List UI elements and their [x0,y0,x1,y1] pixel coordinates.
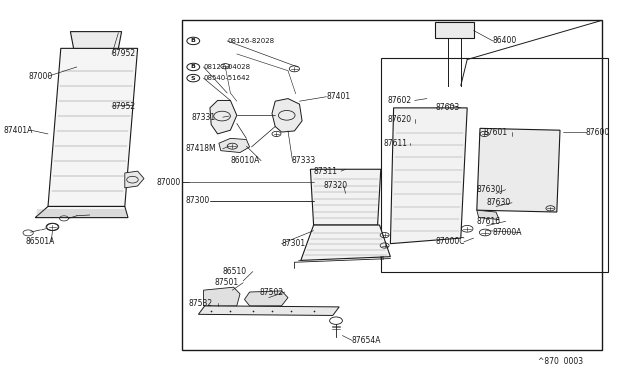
Text: 87630: 87630 [486,198,511,207]
Bar [381,58,608,272]
Polygon shape [204,287,240,306]
Text: 87333: 87333 [291,156,316,165]
Polygon shape [219,138,250,153]
Text: 87331: 87331 [192,113,216,122]
Text: 87602: 87602 [387,96,412,105]
Text: 87654A: 87654A [352,336,381,345]
Bar [182,20,602,350]
Text: 86010A: 86010A [230,156,260,165]
Text: 86510: 86510 [223,267,247,276]
Text: 87418M: 87418M [186,144,216,153]
Polygon shape [198,306,339,315]
Polygon shape [48,48,138,206]
Text: B: B [380,256,383,261]
Polygon shape [70,32,122,48]
Polygon shape [310,169,381,225]
Text: 87000A: 87000A [493,228,522,237]
Text: 87501: 87501 [214,278,239,287]
Polygon shape [125,171,144,188]
Polygon shape [210,100,237,134]
Text: 87532: 87532 [189,299,213,308]
Text: B: B [191,64,196,70]
Polygon shape [244,291,288,306]
Text: 86400: 86400 [493,36,517,45]
Text: ^870  0003: ^870 0003 [538,357,583,366]
Polygon shape [35,206,128,218]
Text: 87952: 87952 [112,102,136,110]
Text: 87630J: 87630J [477,185,503,194]
Text: 87000C: 87000C [435,237,465,246]
Text: 87620: 87620 [387,115,412,124]
Polygon shape [301,225,390,260]
Polygon shape [435,22,474,38]
Text: 87611: 87611 [384,139,408,148]
Text: 87000: 87000 [29,72,53,81]
Text: 87401A: 87401A [3,126,33,135]
Text: 08127-04028: 08127-04028 [204,64,251,70]
Text: B: B [191,38,196,44]
Text: 87000: 87000 [157,178,181,187]
Polygon shape [272,99,302,132]
Polygon shape [390,108,467,244]
Text: 87320: 87320 [323,182,348,190]
Text: 87600: 87600 [586,128,610,137]
Polygon shape [477,128,560,212]
Text: 87311: 87311 [314,167,338,176]
Text: 87601: 87601 [483,128,508,137]
Text: 87301: 87301 [282,239,306,248]
Text: 87603: 87603 [435,103,460,112]
Text: 87300: 87300 [186,196,210,205]
Text: 87616: 87616 [477,217,501,226]
Text: 87502: 87502 [259,288,284,296]
Text: S: S [191,76,196,81]
Text: 87401: 87401 [326,92,351,101]
Text: 86501A: 86501A [26,237,55,246]
Polygon shape [477,210,499,219]
Text: 87952: 87952 [112,49,136,58]
Text: 08540-51642: 08540-51642 [204,75,250,81]
Text: 08126-82028: 08126-82028 [227,38,275,44]
